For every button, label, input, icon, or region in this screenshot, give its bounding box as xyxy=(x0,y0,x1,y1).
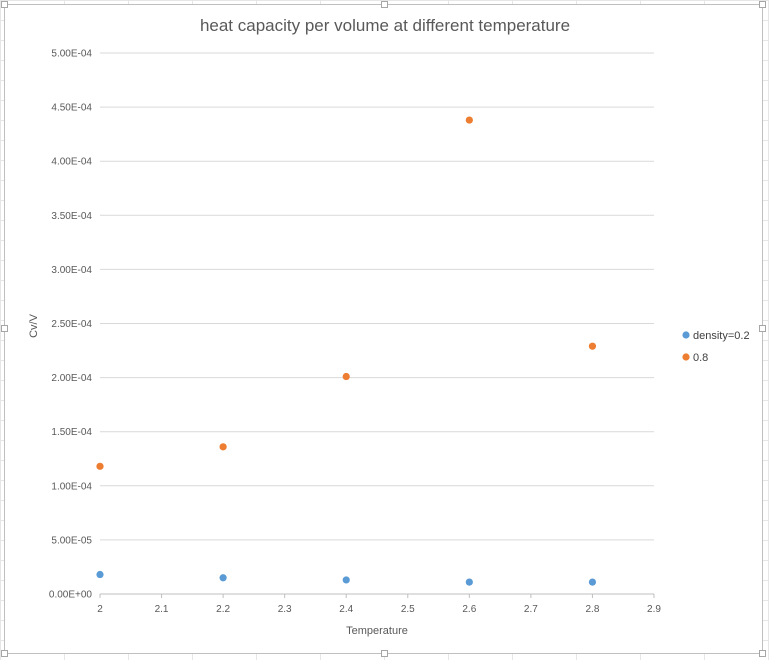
point-series-2 xyxy=(588,342,597,350)
y-axis-title: Cv/V xyxy=(28,313,40,338)
gridlines xyxy=(100,52,654,541)
point-series-2 xyxy=(342,372,350,381)
y-axis-ticks: 0.00E+00 5.00E-05 1.00E-04 1.50E-04 2.00E-04… xyxy=(49,49,93,601)
point-series-2 xyxy=(465,116,473,124)
y-tick-label: 5.00E-05 xyxy=(51,535,92,546)
y-tick-label: 3.50E-04 xyxy=(51,211,92,222)
x-axis-ticks: 2 2.1 2.2 2.3 2.4 2.5 2.6 2.7 2.8 2.9 xyxy=(97,594,661,615)
point-series-1 xyxy=(342,576,350,584)
resize-handle[interactable] xyxy=(381,650,388,657)
legend-label: 0.8 xyxy=(693,352,708,364)
legend-marker xyxy=(682,331,690,339)
y-tick-label: 1.00E-04 xyxy=(51,481,92,492)
scatter-chart: heat capacity per volume at different te… xyxy=(28,16,750,637)
x-tick-label: 2 xyxy=(97,604,103,615)
x-tick-label: 2.9 xyxy=(647,604,661,615)
x-tick-label: 2.8 xyxy=(585,604,599,615)
x-tick-label: 2.3 xyxy=(278,604,292,615)
point-series-1 xyxy=(219,574,227,582)
x-tick-label: 2.7 xyxy=(524,604,538,615)
legend-marker xyxy=(682,353,690,361)
legend-label: density=0.2 xyxy=(693,330,750,342)
chart-title: heat capacity per volume at different te… xyxy=(200,16,570,35)
resize-handle[interactable] xyxy=(759,650,766,657)
x-tick-label: 2.4 xyxy=(339,604,353,615)
point-series-1 xyxy=(465,578,473,586)
legend[interactable]: density=0.2 0.8 xyxy=(682,330,750,364)
y-tick-label: 4.50E-04 xyxy=(51,103,92,114)
x-axis-title: Temperature xyxy=(346,625,408,637)
resize-handle[interactable] xyxy=(1,325,8,332)
resize-handle[interactable] xyxy=(1,1,8,8)
y-tick-label: 5.00E-04 xyxy=(51,49,92,60)
y-tick-label: 2.00E-04 xyxy=(51,373,92,384)
y-tick-label: 0.00E+00 xyxy=(49,590,93,601)
y-tick-label: 1.50E-04 xyxy=(51,427,92,438)
y-tick-label: 2.50E-04 xyxy=(51,319,92,330)
resize-handle[interactable] xyxy=(759,325,766,332)
resize-handle[interactable] xyxy=(381,1,388,8)
x-tick-label: 2.2 xyxy=(216,604,230,615)
resize-handle[interactable] xyxy=(759,1,766,8)
point-series-1 xyxy=(588,578,597,586)
point-series-1 xyxy=(96,570,104,579)
resize-handle[interactable] xyxy=(1,650,8,657)
point-series-2 xyxy=(96,462,104,470)
point-series-2 xyxy=(219,443,227,451)
x-tick-label: 2.6 xyxy=(462,604,476,615)
y-tick-label: 3.00E-04 xyxy=(51,265,92,276)
x-tick-label: 2.1 xyxy=(155,604,169,615)
data-points xyxy=(96,116,597,586)
y-tick-label: 4.00E-04 xyxy=(51,157,92,168)
x-tick-label: 2.5 xyxy=(401,604,415,615)
